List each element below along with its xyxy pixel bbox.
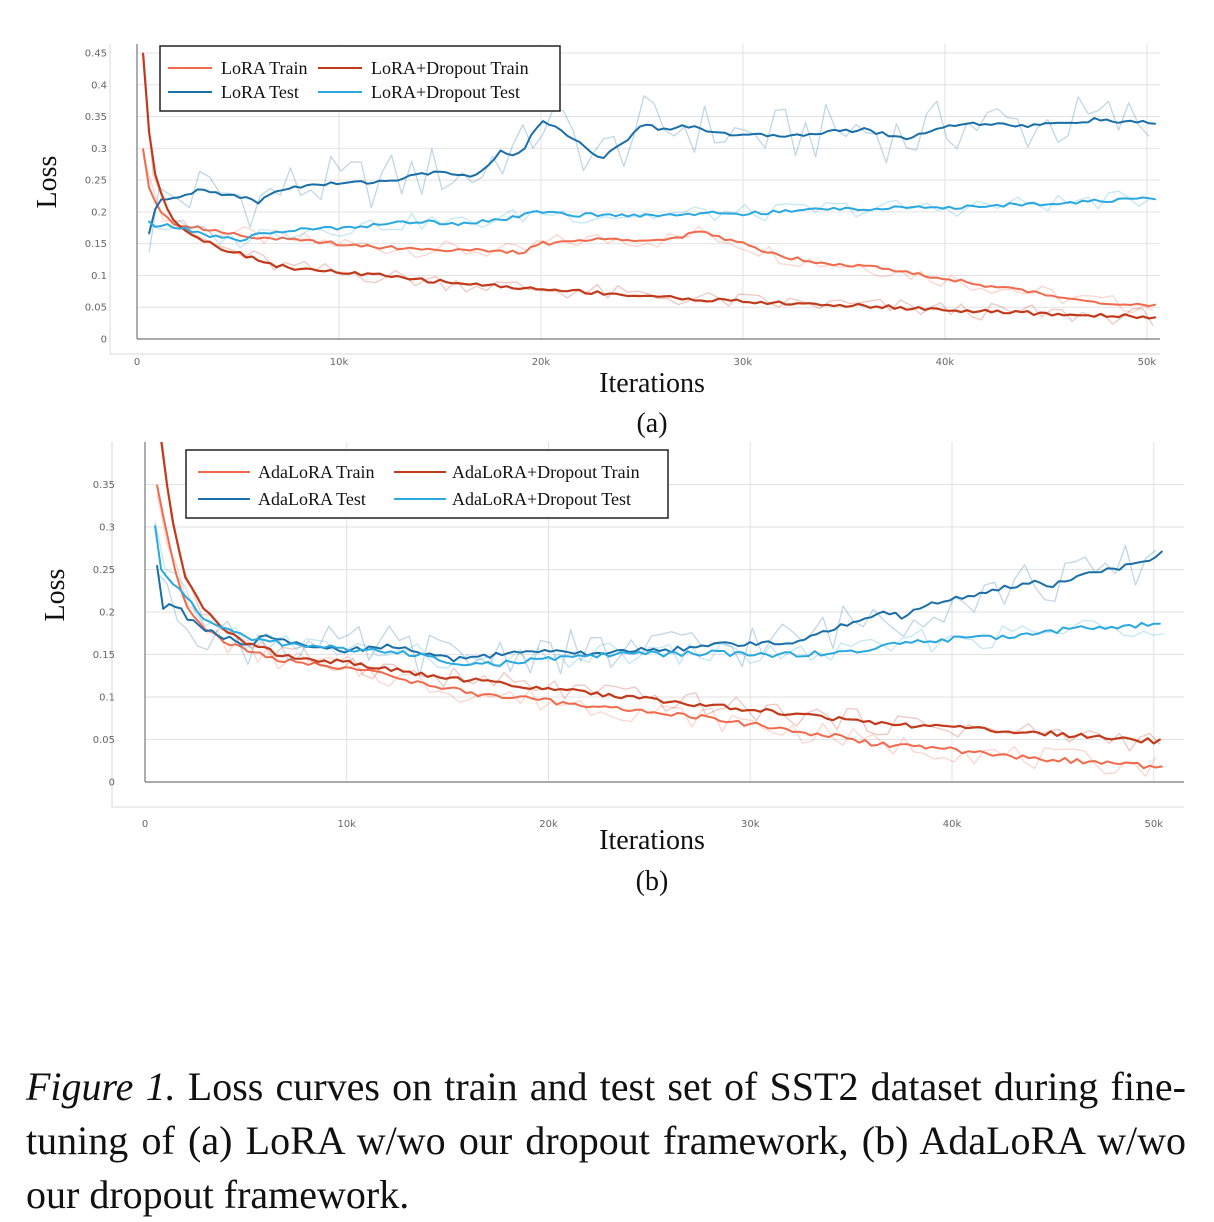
legend-label: AdaLoRA Train (258, 462, 375, 482)
y-tick-label: 0.05 (93, 735, 115, 746)
legend: AdaLoRA Train AdaLoRA Test AdaLoRA+Dropout… (185, 449, 669, 519)
series-raw-3 (154, 521, 1164, 669)
series-raw-2 (142, 61, 1154, 326)
x-axis-label: Iterations (599, 368, 705, 399)
y-tick-label: 0.3 (99, 523, 115, 534)
chart-panel-a: 0 0.05 0.1 0.15 0.2 0.25 0.3 0.35 0.4 0.45 0 10k 20k… (32, 44, 1160, 439)
series-line-lora-train (142, 148, 1156, 308)
y-tick-label: 0.25 (85, 176, 107, 187)
y-tick-label: 0.2 (91, 207, 107, 218)
y-axis-label: Loss (32, 156, 63, 209)
figure-caption: Figure 1. Loss curves on train and test … (26, 1060, 1186, 1222)
series-line-adalora-train (156, 484, 1163, 770)
series-line-lora-dropout-test (148, 196, 1156, 243)
y-tick-label: 0.1 (99, 693, 115, 704)
x-tick-label: 10k (330, 357, 349, 368)
panel-label: (b) (636, 866, 669, 897)
series-group (154, 442, 1164, 778)
y-tick-label: 0.05 (85, 303, 107, 314)
caption-label: Figure 1. (26, 1064, 176, 1109)
legend-label: LoRA Test (221, 82, 299, 102)
x-tick-label: 20k (539, 819, 558, 830)
legend-box (185, 449, 669, 519)
series-line-adalora-dropout-train (160, 442, 1161, 745)
y-tick-label: 0.45 (85, 49, 107, 60)
series-raw-1 (148, 95, 1150, 253)
y-tick-label: 0.25 (93, 565, 115, 576)
x-tick-label: 30k (734, 357, 753, 368)
y-tick-label: 0 (109, 778, 115, 789)
series-line-lora-dropout-train (142, 52, 1157, 320)
legend-label: AdaLoRA+Dropout Train (452, 462, 640, 482)
figure: 0 0.05 0.1 0.15 0.2 0.25 0.3 0.35 0.4 0.45 0 10k 20k… (32, 44, 1184, 897)
x-tick-label: 30k (741, 819, 760, 830)
x-tick-label: 50k (1138, 357, 1157, 368)
series-line-lora-test (148, 117, 1156, 235)
series-raw-1 (156, 544, 1157, 677)
y-tick-label: 0.3 (91, 144, 107, 155)
chart-panel-b: 0 0.05 0.1 0.15 0.2 0.25 0.3 0.35 0 10k 20k 30k 40k 5… (40, 442, 1184, 897)
y-tick-label: 0.35 (85, 112, 107, 123)
y-tick-label: 0 (101, 335, 107, 346)
x-tick-label: 50k (1144, 819, 1163, 830)
y-tick-label: 0.2 (99, 608, 115, 619)
series-group (142, 52, 1157, 326)
legend-label: LoRA+Dropout Test (371, 82, 520, 102)
y-tick-label: 0.4 (91, 80, 107, 91)
y-axis-label: Loss (40, 569, 71, 622)
x-tick-label: 20k (532, 357, 551, 368)
legend: LoRA Train LoRA Test LoRA+Dropout Train LoR… (159, 45, 561, 112)
x-tick-label: 40k (943, 819, 962, 830)
series-line-adalora-test (156, 550, 1163, 663)
y-tick-label: 0.15 (93, 650, 115, 661)
legend-label: AdaLoRA Test (258, 489, 366, 509)
x-tick-label: 0 (142, 819, 148, 830)
x-axis-label: Iterations (599, 825, 705, 856)
series-raw-2 (161, 442, 1161, 752)
legend-label: LoRA Train (221, 58, 308, 78)
panel-label: (a) (636, 408, 667, 439)
x-tick-label: 0 (134, 357, 140, 368)
series-raw-0 (156, 493, 1157, 778)
legend-label: LoRA+Dropout Train (371, 58, 529, 78)
legend-label: AdaLoRA+Dropout Test (452, 489, 631, 509)
caption-text: Loss curves on train and test set of SST… (26, 1064, 1187, 1217)
legend-box (159, 45, 561, 112)
y-tick-label: 0.15 (85, 239, 107, 250)
x-tick-label: 40k (936, 357, 955, 368)
y-tick-label: 0.1 (91, 271, 107, 282)
series-line-adalora-dropout-test (154, 525, 1161, 667)
y-tick-label: 0.35 (93, 480, 115, 491)
x-tick-label: 10k (337, 819, 356, 830)
